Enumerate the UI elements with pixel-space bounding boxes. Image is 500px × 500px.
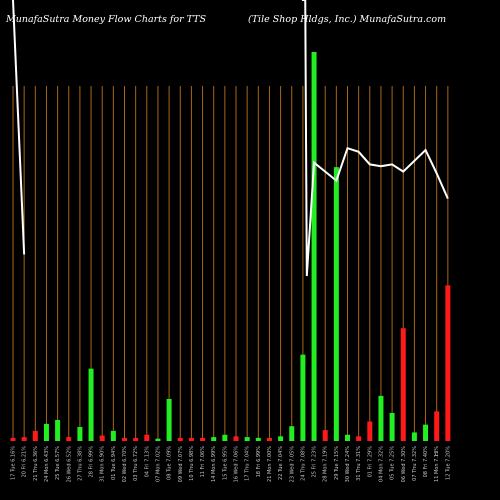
bar-up xyxy=(211,437,217,441)
x-tick-label: 31 Mon 6.90% xyxy=(100,446,106,482)
bar-down xyxy=(200,437,206,441)
x-tick-label: 11 Fri 7.06% xyxy=(200,446,206,478)
bar-down xyxy=(177,437,183,441)
bar-up xyxy=(389,412,395,441)
bar-up xyxy=(88,368,94,441)
x-tick-label: 30 Wed 7.24% xyxy=(345,446,351,483)
x-tick-label: 25 Fri 7.23% xyxy=(312,446,318,478)
bar-down xyxy=(122,437,127,441)
bar-down xyxy=(99,435,105,441)
x-tick-label: 09 Wed 7.07% xyxy=(178,446,184,483)
x-tick-label: 04 Fri 7.13% xyxy=(144,446,150,478)
bar-up xyxy=(378,395,384,441)
bar-up xyxy=(278,436,284,441)
x-tick-label: 27 Thu 6.38% xyxy=(77,446,83,481)
x-tick-label: 24 Mon 6.43% xyxy=(44,446,50,482)
bar-down xyxy=(133,437,139,441)
x-tick-label: 07 Thu 7.32% xyxy=(412,446,418,481)
bar-down xyxy=(400,328,406,441)
x-axis-extra-label: C xyxy=(435,452,439,458)
bar-up xyxy=(255,437,261,441)
x-tick-label: 01 Fri 7.29% xyxy=(367,446,373,478)
x-tick-label: 17 Tue 6.16% xyxy=(11,446,17,480)
bar-up xyxy=(222,434,228,441)
x-tick-label: 17 Thu 7.04% xyxy=(245,446,251,481)
bar-down xyxy=(144,434,150,441)
bar-up xyxy=(411,432,417,441)
x-tick-label: 01 Tue 6.94% xyxy=(111,446,117,480)
bar-down xyxy=(266,437,272,441)
x-tick-label: 02 Wed 6.70% xyxy=(122,446,128,483)
x-tick-label: 26 Wed 6.52% xyxy=(66,446,72,483)
bar-down xyxy=(434,411,440,441)
bar-up xyxy=(166,398,172,441)
bar-down xyxy=(32,430,38,441)
bar-down xyxy=(367,421,373,441)
x-tick-label: 15 Tue 6.95% xyxy=(222,446,228,480)
x-tick-label: 25 Tue 6.57% xyxy=(55,446,61,480)
x-tick-label: 11 Mon 7.13% xyxy=(434,446,440,482)
x-tick-label: 08 Tue 7.09% xyxy=(167,446,173,480)
x-tick-label: 07 Mon 7.02% xyxy=(155,446,161,482)
bar-up xyxy=(345,434,350,441)
bar-up xyxy=(311,52,317,441)
x-tick-label: 28 Mon 7.19% xyxy=(323,446,329,482)
x-tick-label: 20 Fri 6.21% xyxy=(22,446,28,478)
x-tick-label: 10 Thu 6.98% xyxy=(189,446,195,481)
bar-up xyxy=(110,430,116,441)
bar-up xyxy=(423,424,429,441)
bar-down xyxy=(21,437,27,441)
chart-title: MunafaSutra Money Flow Charts for TTS xyxy=(6,14,207,25)
bar-up xyxy=(333,167,339,442)
x-tick-label: 04 Mon 7.32% xyxy=(378,446,384,482)
bar-up xyxy=(155,438,161,441)
x-tick-label: 31 Thu 7.31% xyxy=(356,446,362,481)
bar-up xyxy=(43,423,49,441)
x-tick-label: 06 Wed 7.30% xyxy=(401,446,407,483)
bar-down xyxy=(10,437,16,441)
x-tick-label: 29 Tue 7.15% xyxy=(334,446,340,480)
bar-down xyxy=(445,285,451,441)
bar-up xyxy=(55,419,61,441)
bar-down xyxy=(322,430,328,441)
bar-down xyxy=(188,437,194,441)
price-line-left xyxy=(12,0,26,255)
bar-up xyxy=(77,426,83,441)
chart-subtitle: (Tile Shop Hldgs, Inc.) MunafaSutra.com xyxy=(248,14,447,25)
x-tick-label: 03 Thu 6.72% xyxy=(133,446,139,481)
x-tick-label: 21 Mon 7.00% xyxy=(267,446,273,482)
x-tick-label: 22 Tue 7.04% xyxy=(278,446,284,480)
x-tick-label: 12 Tue 7.20% xyxy=(445,446,451,480)
x-tick-label: 23 Wed 7.05% xyxy=(289,446,295,483)
bar-down xyxy=(233,436,239,441)
x-tick-label: 05 Tue 7.25% xyxy=(390,446,396,480)
x-tick-label: 21 Thu 6.36% xyxy=(33,446,39,481)
x-tick-label: 24 Thu 7.08% xyxy=(300,446,306,481)
x-tick-label: 14 Mon 6.99% xyxy=(211,446,217,482)
x-tick-label: 28 Fri 6.99% xyxy=(89,446,95,478)
x-tick-label: 16 Wed 7.06% xyxy=(234,446,240,483)
bar-down xyxy=(66,437,72,441)
bar-up xyxy=(244,437,250,441)
x-tick-label: 08 Fri 7.40% xyxy=(423,446,429,478)
bar-up xyxy=(289,426,295,441)
x-tick-label: 18 Fri 6.99% xyxy=(256,446,262,478)
bar-up xyxy=(300,354,306,441)
bar-down xyxy=(356,436,362,441)
price-line-right xyxy=(301,0,449,277)
